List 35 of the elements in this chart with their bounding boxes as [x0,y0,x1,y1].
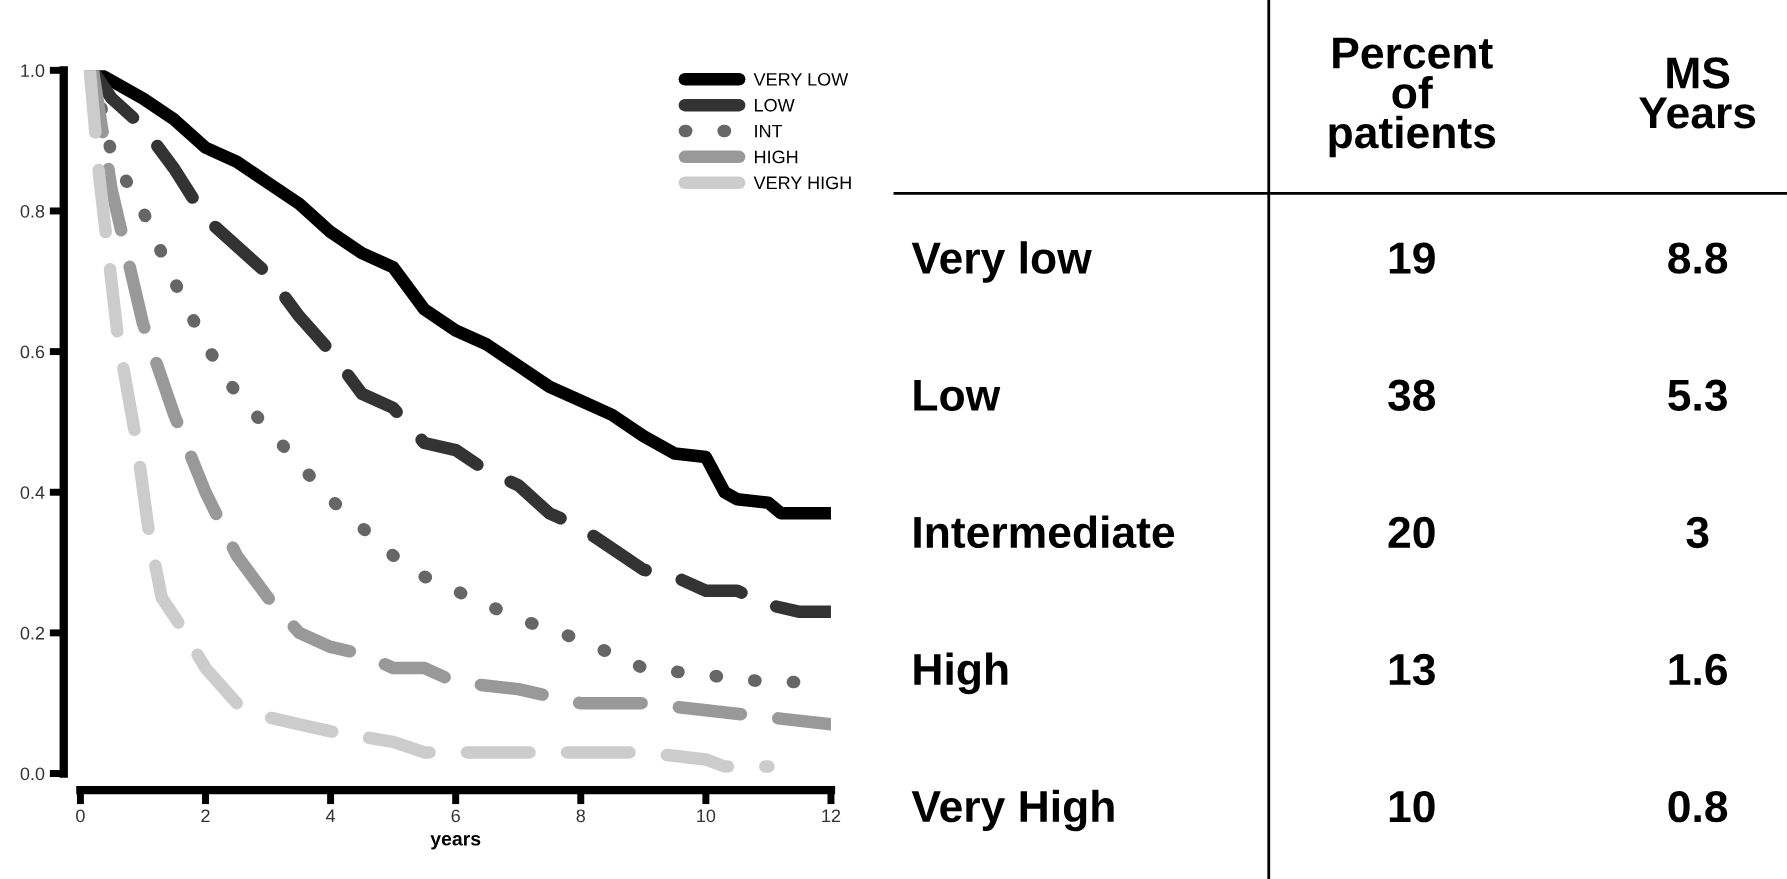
y-tick-label: 0.2 [20,626,45,640]
category-label: Very low [911,241,1092,283]
y-tick-label: 0.6 [20,345,45,359]
y-tick-label: 1.0 [21,64,45,78]
data-label: 1.6 [1669,653,1727,686]
y-tick-label: 0.8 [20,204,45,218]
x-axis-title: years [430,834,481,850]
data-label: 19 [1389,242,1435,274]
category-label: Low [914,379,1001,411]
text: MS Years [1639,57,1756,129]
x-tick-label: 8 [576,809,586,823]
data-label: 8.8 [1668,242,1728,274]
x-tick-label: 0 [76,809,85,823]
data-label: 38 [1388,379,1436,412]
x-tick-label: 12 [822,809,841,823]
legend-label: VERY LOW [753,72,849,86]
data-label: 20 [1388,516,1435,549]
data-label: 0.8 [1668,790,1728,823]
x-tick-label: 2 [201,809,210,823]
x-tick-label: 10 [697,809,716,823]
legend-label: VERY HIGH [753,176,851,190]
x-tick-label: 4 [325,809,336,823]
legend-label: LOW [755,98,795,112]
y-tick-label: 0.0 [20,767,45,781]
category-label: Very High [911,789,1114,832]
category-label: Intermediate [914,515,1175,549]
legend-label: HIGH [755,150,798,164]
data-label: 5.3 [1668,379,1727,412]
y-tick-label: 0.4 [20,486,45,499]
text: Percent of patients [1329,37,1496,158]
legend-label: INT [755,124,783,138]
x-tick-label: 6 [451,809,460,823]
category-label: High [914,652,1008,695]
data-label: 3 [1686,516,1709,549]
data-label: 13 [1389,653,1435,686]
